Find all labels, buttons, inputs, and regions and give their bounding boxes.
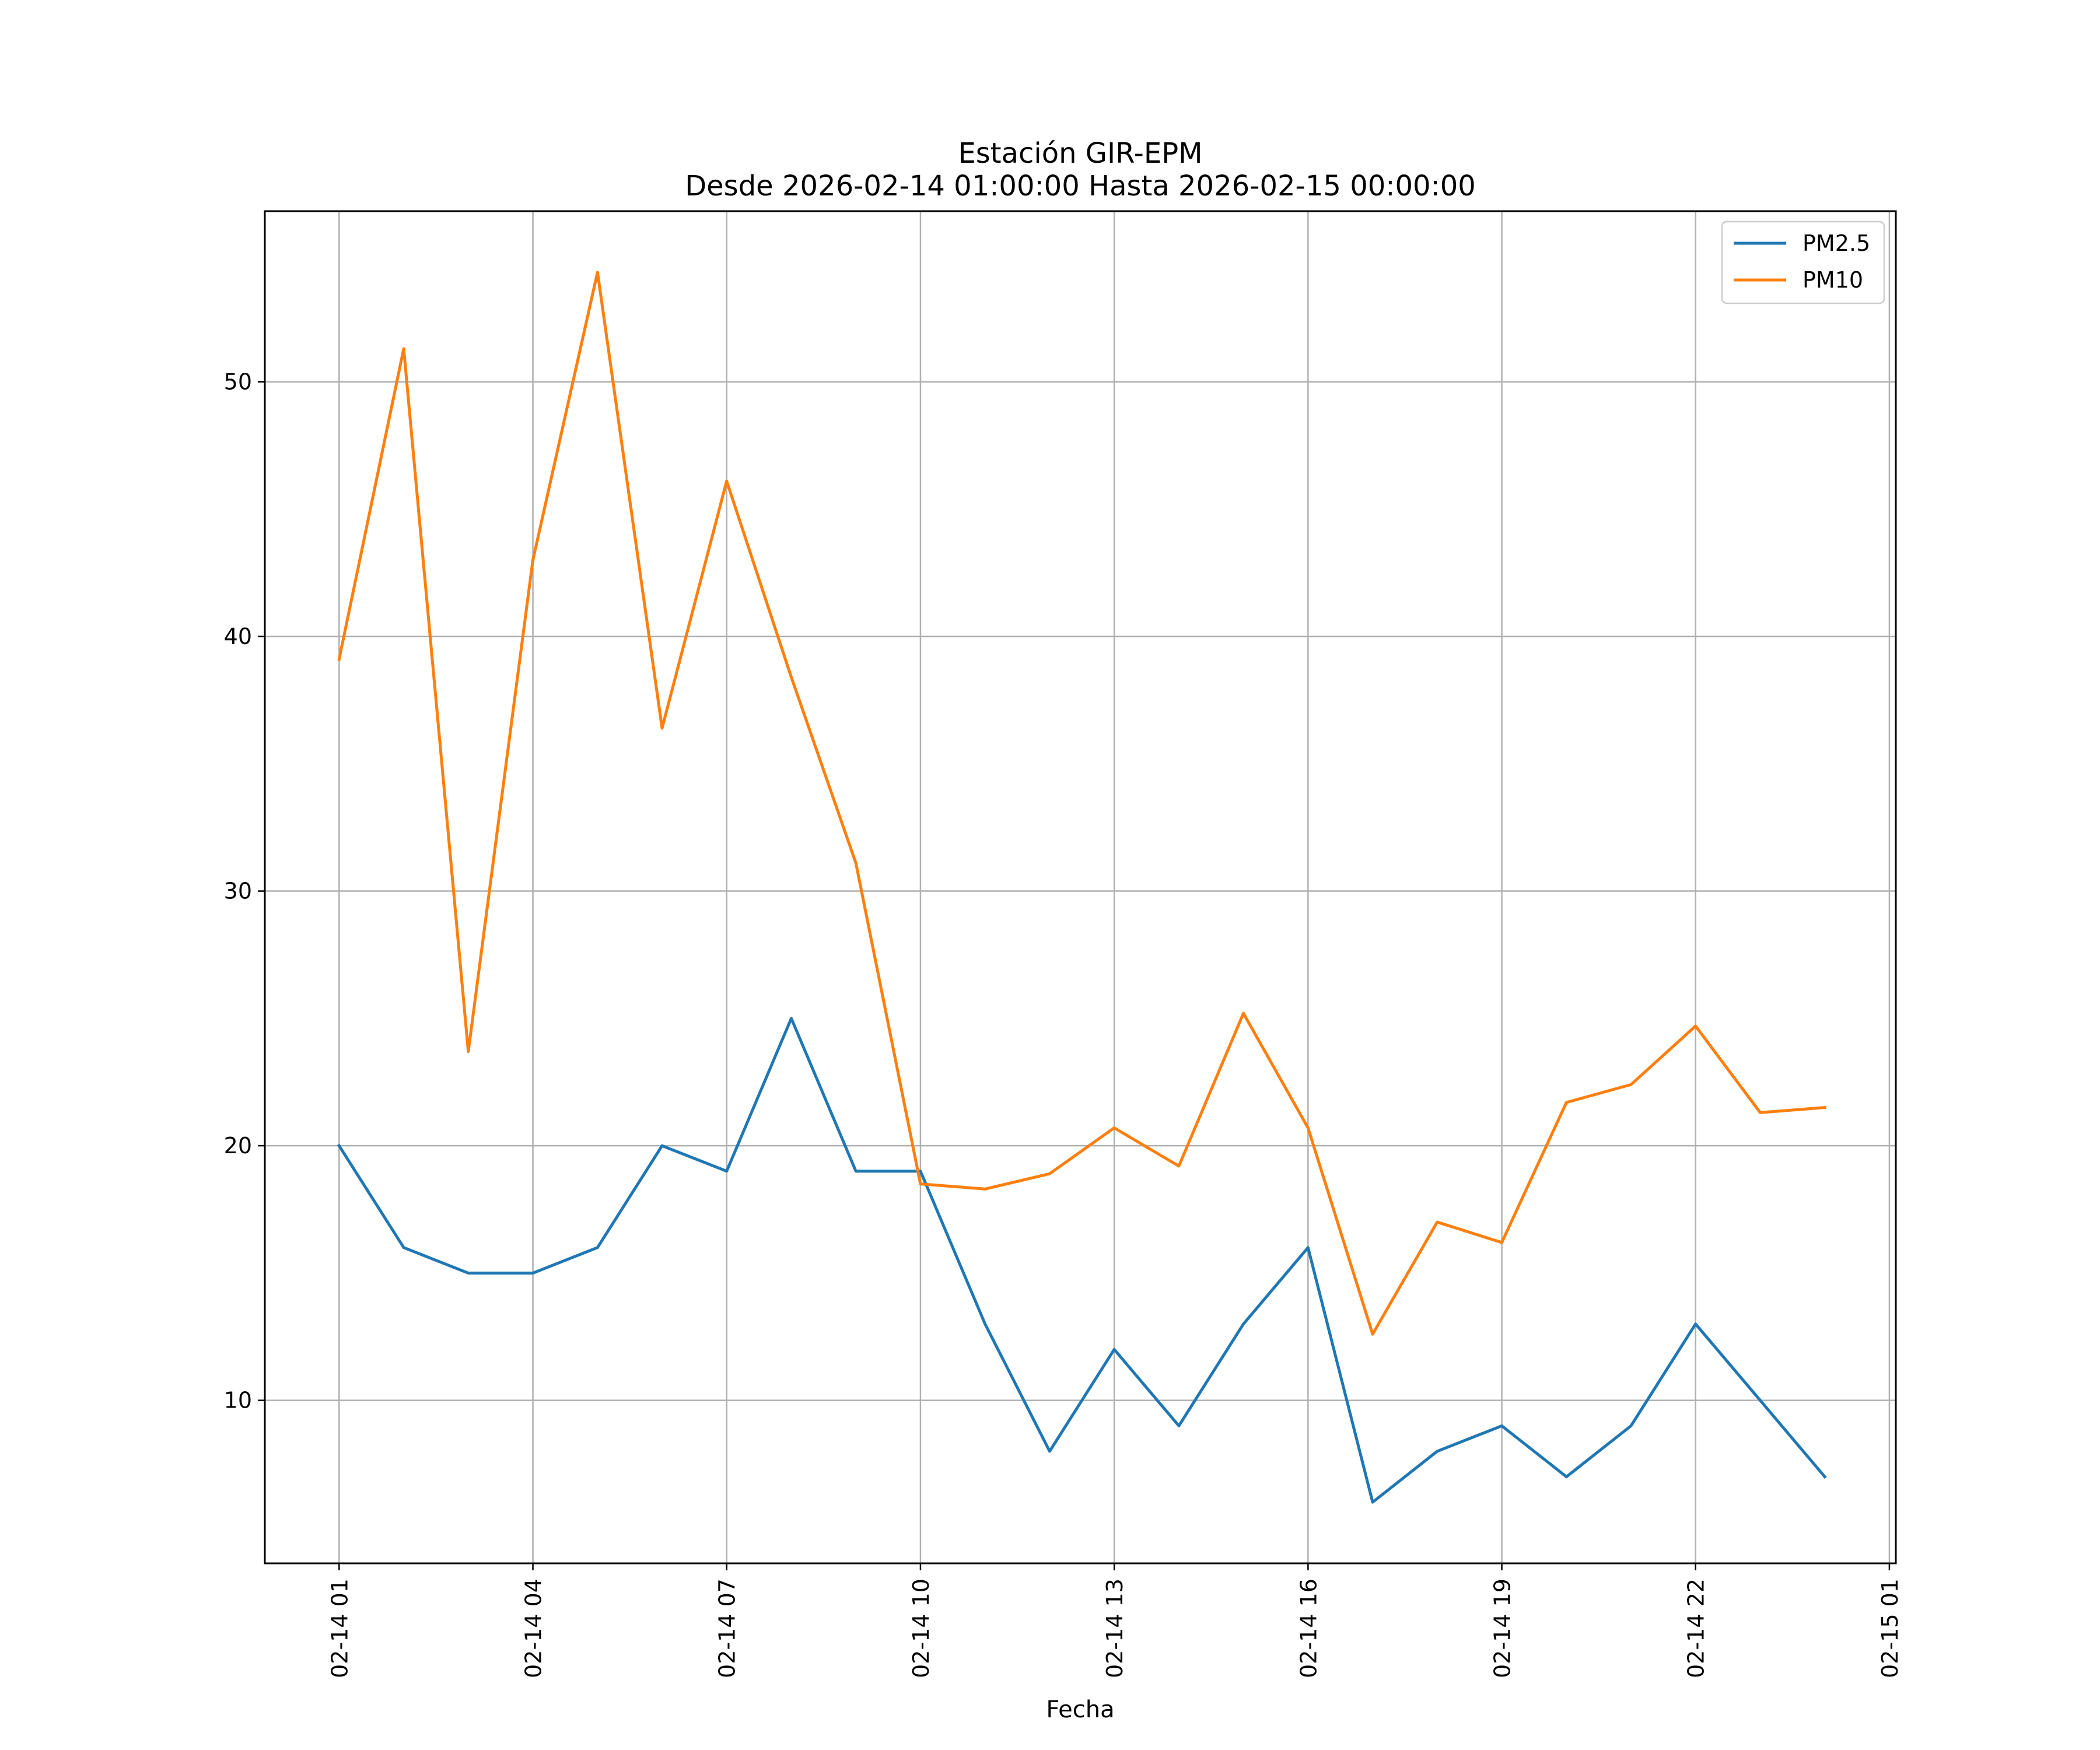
x-tick-label: 02-14 07 (715, 1578, 740, 1678)
chart-title: Estación GIR-EPM (958, 137, 1202, 170)
y-tick-label: 20 (224, 1133, 252, 1158)
x-tick-label: 02-14 13 (1102, 1578, 1128, 1678)
x-axis-label: Fecha (1046, 1696, 1114, 1723)
x-tick-label: 02-14 04 (521, 1578, 547, 1678)
chart-subtitle: Desde 2026-02-14 01:00:00 Hasta 2026-02-… (685, 170, 1476, 202)
x-tick-label: 02-14 22 (1684, 1578, 1709, 1678)
legend: PM2.5 PM10 (1721, 220, 1885, 304)
legend-label-pm10: PM10 (1803, 267, 1863, 293)
series-line-pm10 (337, 271, 1826, 1336)
x-tick-label: 02-14 16 (1296, 1578, 1321, 1678)
legend-label-pm25: PM2.5 (1803, 230, 1870, 256)
y-tick-label: 50 (224, 369, 252, 394)
x-tick-label: 02-14 19 (1490, 1578, 1516, 1678)
series-lines (337, 271, 1827, 1504)
x-tick-label: 02-14 10 (908, 1578, 934, 1678)
x-tick-label: 02-14 01 (327, 1578, 352, 1678)
plot-frame (264, 210, 1897, 1564)
y-axis-ticks: 10 20 30 40 50 (224, 369, 265, 1413)
series-line-pm25 (337, 1017, 1827, 1504)
x-tick-label: 02-15 01 (1877, 1578, 1903, 1678)
y-tick-label: 10 (224, 1388, 252, 1413)
x-axis-ticks: 02-14 01 02-14 04 02-14 07 02-14 10 02-14 13… (327, 1563, 1903, 1678)
y-tick-label: 30 (224, 878, 252, 904)
y-tick-label: 40 (224, 624, 252, 649)
